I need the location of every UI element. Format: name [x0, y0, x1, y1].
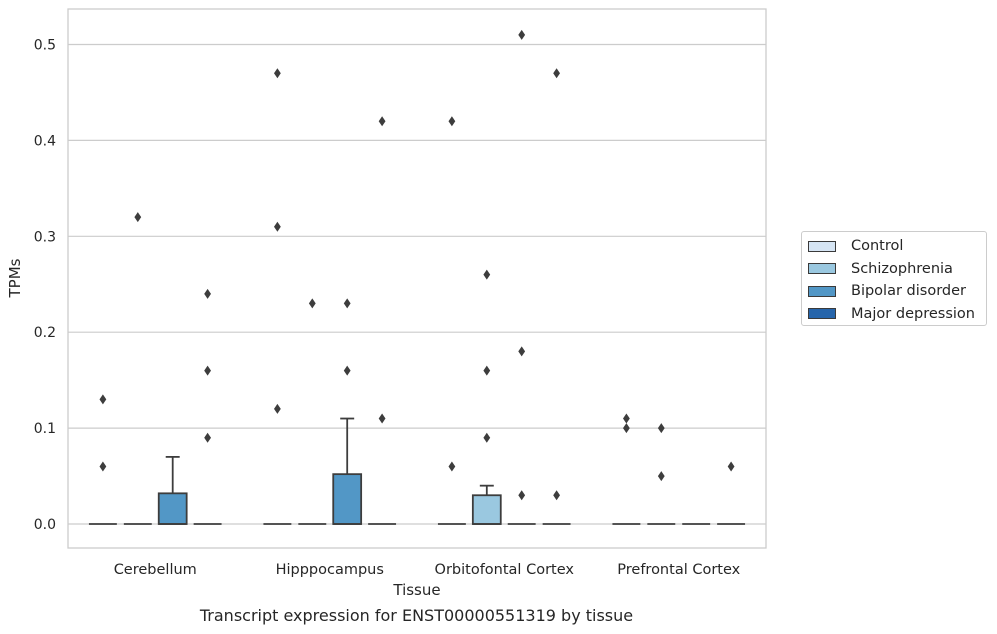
outlier-point — [448, 116, 456, 127]
y-tick-label: 0.5 — [34, 37, 56, 53]
outlier-point — [274, 221, 281, 232]
outlier-point — [448, 461, 456, 472]
outlier-point — [483, 432, 491, 443]
outlier-point — [274, 403, 281, 414]
box-group — [123, 212, 152, 525]
box-group — [88, 394, 117, 525]
outlier-point — [518, 346, 526, 357]
box-group — [157, 455, 188, 525]
legend-item: Bipolar disorder — [808, 282, 966, 300]
outlier-point — [204, 365, 211, 376]
outlier-point — [134, 212, 142, 223]
outlier-point — [343, 298, 351, 309]
y-tick-label: 0.0 — [34, 517, 56, 533]
outlier-point — [204, 288, 211, 299]
outlier-point — [623, 423, 630, 434]
outlier-point — [274, 68, 281, 79]
outlier-point — [553, 68, 560, 79]
figure-caption: Transcript expression for ENST0000055131… — [199, 606, 634, 625]
y-tick-label: 0.4 — [34, 133, 56, 149]
box-group — [612, 413, 641, 525]
box-group — [647, 423, 676, 525]
outlier-point — [657, 471, 665, 482]
outlier-point — [204, 432, 211, 443]
legend-item: Control — [808, 237, 903, 255]
x-tick-label: Hipppocampus — [276, 562, 384, 578]
box-group — [507, 29, 536, 525]
legend-swatch — [808, 240, 836, 252]
gridlines — [68, 43, 766, 525]
outlier-point — [378, 116, 386, 127]
x-tick-label: Orbitofontal Cortex — [435, 562, 575, 578]
outlier-point — [518, 29, 526, 40]
x-axis-label: Tissue — [392, 581, 440, 599]
legend-label: Schizophrenia — [851, 260, 953, 277]
legend-label: Major depression — [851, 305, 975, 322]
box-group — [717, 461, 746, 525]
x-tick-label: Prefrontal Cortex — [617, 562, 740, 578]
outlier-point — [518, 490, 526, 501]
x-tick-label: Cerebellum — [114, 562, 197, 578]
legend: Control Schizophrenia Bipolar disorder Majo… — [801, 231, 987, 326]
box — [471, 494, 502, 525]
outlier-point — [99, 394, 107, 405]
outlier-point — [483, 365, 491, 376]
outlier-point — [727, 461, 735, 472]
box-group — [542, 68, 571, 525]
legend-label: Bipolar disorder — [851, 283, 966, 299]
y-tick-labels: 0.0 0.1 0.2 0.3 0.4 0.5 — [34, 37, 56, 533]
box-group — [263, 68, 292, 525]
outlier-point — [483, 269, 491, 280]
y-tick-label: 0.1 — [34, 421, 56, 437]
box-group — [437, 116, 466, 525]
box-group — [368, 116, 397, 525]
legend-label: Control — [851, 238, 904, 254]
box — [157, 492, 188, 525]
box-plot-marks — [88, 29, 746, 525]
box — [332, 473, 363, 525]
outlier-point — [657, 423, 665, 434]
legend-item: Schizophrenia — [808, 260, 953, 278]
y-axis-label: TPMs — [6, 258, 24, 298]
plot-frame — [67, 8, 767, 549]
legend-swatch — [808, 308, 836, 319]
y-tick-label: 0.3 — [34, 229, 56, 245]
outlier-point — [378, 413, 386, 424]
y-tick-label: 0.2 — [34, 325, 56, 341]
outlier-point — [623, 413, 630, 424]
box-group — [298, 298, 327, 525]
box-group — [193, 288, 222, 525]
legend-swatch — [808, 285, 836, 297]
outlier-point — [308, 298, 316, 309]
box-group — [471, 269, 502, 525]
x-tick-labels: Cerebellum Hipppocampus Orbitofontal Corte… — [114, 562, 741, 578]
outlier-point — [99, 461, 107, 472]
box-group — [332, 298, 363, 525]
outlier-point — [343, 365, 351, 376]
outlier-point — [553, 490, 560, 501]
legend-item: Major depression — [808, 305, 975, 323]
legend-swatch — [808, 263, 836, 274]
